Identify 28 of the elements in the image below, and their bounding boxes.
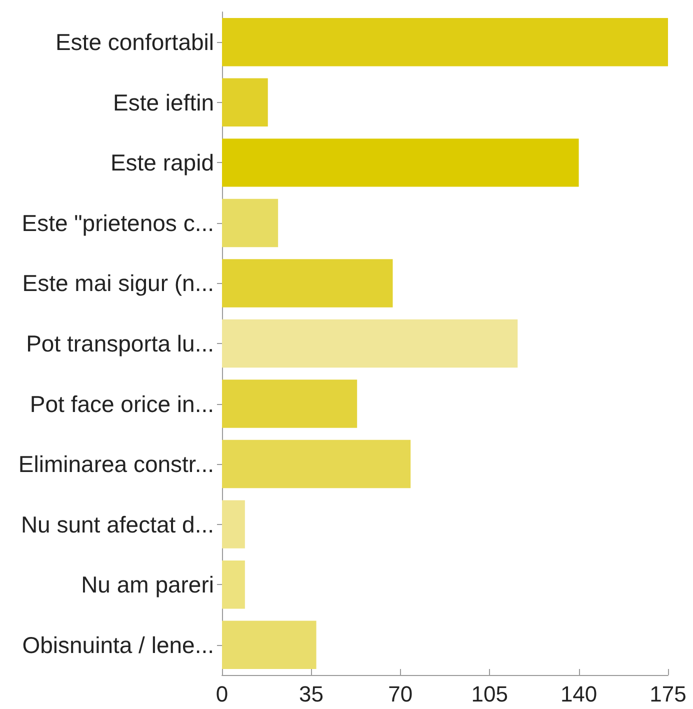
x-tick-label: 105 bbox=[471, 682, 508, 706]
y-tick-label: Pot transporta lu... bbox=[26, 330, 214, 356]
bar bbox=[222, 138, 579, 187]
bar bbox=[222, 18, 668, 66]
x-tick-label: 140 bbox=[560, 682, 598, 706]
bar bbox=[222, 440, 411, 488]
y-tick-label: Pot face orice in... bbox=[30, 390, 214, 417]
y-tick-label: Este mai sigur (n... bbox=[22, 270, 214, 296]
x-tick-label: 70 bbox=[388, 682, 413, 706]
y-tick-label: Este "prietenos c... bbox=[22, 210, 214, 236]
x-tick-label: 175 bbox=[650, 682, 686, 706]
y-tick-label: Este confortabil bbox=[55, 29, 214, 56]
y-tick-label: Este ieftin bbox=[113, 89, 214, 116]
y-tick-label: Nu am pareri bbox=[81, 572, 214, 598]
bar bbox=[222, 380, 358, 428]
bar bbox=[222, 319, 518, 368]
x-tick-label: 0 bbox=[216, 682, 228, 706]
x-tick-label: 35 bbox=[298, 682, 324, 706]
bar bbox=[222, 259, 393, 308]
bar bbox=[222, 500, 245, 548]
y-tick-label: Este rapid bbox=[110, 150, 214, 176]
y-tick-label: Obisnuinta / lene... bbox=[22, 632, 214, 658]
bar bbox=[222, 78, 268, 127]
bar bbox=[222, 560, 245, 609]
bar bbox=[222, 198, 278, 248]
bar bbox=[222, 620, 316, 669]
y-tick-label: Eliminarea constr... bbox=[18, 451, 214, 478]
y-tick-label: Nu sunt afectat d... bbox=[20, 511, 214, 538]
